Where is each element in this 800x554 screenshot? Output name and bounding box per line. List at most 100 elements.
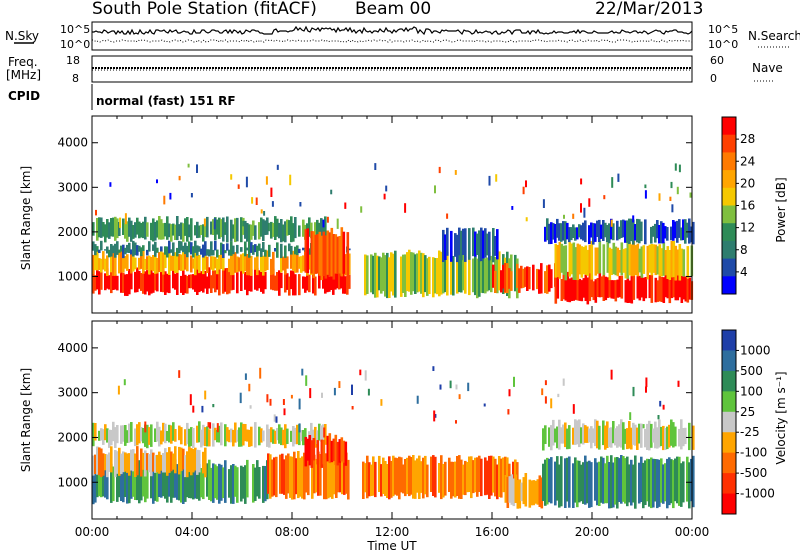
heatmap-cell bbox=[400, 256, 403, 297]
heatmap-cell bbox=[172, 453, 175, 470]
heatmap-cell bbox=[222, 217, 225, 242]
heatmap-cell bbox=[194, 240, 197, 253]
heatmap-speck bbox=[603, 195, 606, 200]
heatmap-cell bbox=[588, 428, 591, 443]
heatmap-cell bbox=[230, 219, 233, 242]
heatmap-cell bbox=[316, 430, 319, 444]
colorbar-tick-label: 500 bbox=[740, 364, 763, 378]
heatmap-cell bbox=[198, 421, 201, 443]
heatmap-speck bbox=[265, 176, 268, 185]
heatmap-cell bbox=[100, 428, 103, 441]
heatmap-cell bbox=[612, 223, 615, 241]
heatmap-speck bbox=[269, 398, 272, 406]
heatmap-cell bbox=[290, 430, 293, 442]
heatmap-cell bbox=[562, 221, 565, 241]
heatmap-cell bbox=[312, 273, 315, 294]
heatmap-cell bbox=[148, 274, 151, 296]
heatmap-cell bbox=[458, 455, 461, 499]
heatmap-cell bbox=[204, 447, 207, 478]
heatmap-speck bbox=[209, 422, 212, 429]
heatmap-cell bbox=[586, 249, 590, 276]
velocity-x-ticks: 00:00 04:00 08:00 12:00 16:00 20:00 00:00 bbox=[75, 321, 709, 539]
heatmap-cell bbox=[100, 268, 103, 290]
heatmap-cell bbox=[218, 268, 221, 296]
heatmap-cell bbox=[272, 429, 275, 444]
heatmap-cell bbox=[552, 419, 555, 446]
heatmap-cell bbox=[348, 253, 351, 275]
heatmap-cell bbox=[220, 251, 223, 269]
colorbar-segment bbox=[722, 240, 736, 260]
heatmap-cell bbox=[476, 457, 479, 497]
heatmap-cell bbox=[598, 219, 601, 242]
heatmap-cell bbox=[508, 476, 512, 503]
heatmap-cell bbox=[192, 449, 195, 473]
heatmap-cell bbox=[180, 254, 183, 271]
heatmap-cell bbox=[598, 241, 602, 274]
heatmap-cell bbox=[616, 426, 619, 448]
heatmap-speck bbox=[563, 214, 565, 219]
x-tick-label: 08:00 bbox=[275, 525, 310, 539]
heatmap-cell bbox=[110, 272, 113, 294]
heatmap-cell bbox=[150, 268, 153, 294]
heatmap-cell bbox=[232, 253, 235, 276]
heatmap-cell bbox=[442, 255, 445, 294]
heatmap-cell bbox=[578, 224, 581, 238]
heatmap-cell bbox=[424, 255, 427, 293]
heatmap-cell bbox=[162, 461, 165, 497]
heatmap-cell bbox=[232, 224, 235, 239]
heatmap-cell bbox=[668, 424, 671, 448]
heatmap-cell bbox=[678, 456, 681, 506]
heatmap-speck bbox=[124, 213, 127, 225]
heatmap-cell bbox=[176, 254, 179, 273]
heatmap-speck bbox=[434, 414, 437, 418]
heatmap-cell bbox=[158, 451, 161, 474]
heatmap-cell bbox=[342, 272, 345, 294]
heatmap-cell bbox=[652, 428, 655, 443]
heatmap-cell bbox=[100, 448, 103, 477]
heatmap-cell bbox=[636, 272, 640, 299]
heatmap-cell bbox=[578, 278, 582, 301]
heatmap-cell bbox=[186, 451, 189, 478]
heatmap-cell bbox=[624, 428, 627, 444]
heatmap-cell bbox=[602, 272, 606, 301]
heatmap-cell bbox=[596, 278, 600, 297]
heatmap-cell bbox=[564, 272, 568, 301]
heatmap-cell bbox=[646, 423, 649, 450]
heatmap-cell bbox=[678, 244, 682, 281]
heatmap-cell bbox=[218, 217, 221, 239]
heatmap-cell bbox=[174, 252, 177, 274]
heatmap-cell bbox=[102, 464, 105, 497]
heatmap-cell bbox=[626, 220, 629, 243]
heatmap-cell bbox=[296, 424, 299, 445]
heatmap-cell bbox=[664, 250, 668, 276]
heatmap-cell bbox=[526, 266, 529, 291]
heatmap-cell bbox=[494, 236, 497, 256]
heatmap-cell bbox=[626, 456, 629, 507]
heatmap-cell bbox=[104, 461, 107, 498]
heatmap-cell bbox=[280, 219, 283, 243]
heatmap-cell bbox=[98, 447, 101, 476]
heatmap-cell bbox=[520, 265, 523, 289]
heatmap-cell bbox=[176, 268, 179, 295]
heatmap-cell bbox=[254, 244, 257, 253]
heatmap-cell bbox=[258, 270, 261, 289]
heatmap-cell bbox=[174, 273, 177, 290]
heatmap-cell bbox=[252, 464, 255, 503]
heatmap-cell bbox=[327, 458, 330, 499]
heatmap-cell bbox=[620, 455, 623, 504]
heatmap-speck bbox=[309, 388, 312, 399]
heatmap-cell bbox=[206, 426, 209, 447]
heatmap-cell bbox=[336, 236, 340, 274]
power-y-ticks: 1000 2000 3000 4000 bbox=[57, 136, 692, 283]
heatmap-cell bbox=[198, 246, 201, 252]
heatmap-cell bbox=[130, 465, 133, 499]
heatmap-speck bbox=[144, 421, 147, 433]
heatmap-cell bbox=[584, 455, 587, 505]
heatmap-cell bbox=[244, 424, 247, 442]
heatmap-cell bbox=[640, 423, 643, 448]
colorbar-tick-label: 20 bbox=[740, 176, 755, 190]
heatmap-cell bbox=[584, 245, 588, 275]
heatmap-cell bbox=[642, 462, 645, 509]
heatmap-cell bbox=[326, 272, 329, 293]
heatmap-cell bbox=[120, 453, 123, 475]
